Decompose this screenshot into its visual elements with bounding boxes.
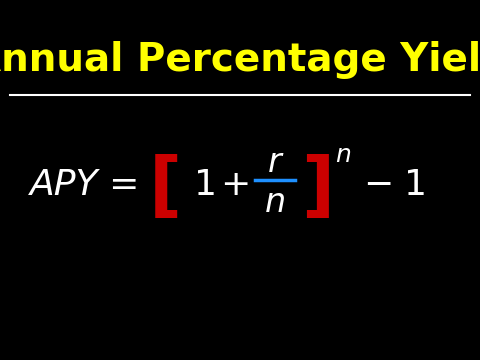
Text: ]: ] xyxy=(301,153,335,222)
Text: Annual Percentage Yield: Annual Percentage Yield xyxy=(0,41,480,79)
Text: n: n xyxy=(335,143,351,167)
Text: −: − xyxy=(363,168,393,202)
Text: n: n xyxy=(264,185,286,219)
Text: 1: 1 xyxy=(404,168,427,202)
Text: [: [ xyxy=(148,153,181,222)
Text: +: + xyxy=(220,168,250,202)
Text: r: r xyxy=(268,147,282,180)
Text: 1: 1 xyxy=(193,168,216,202)
Text: APY =: APY = xyxy=(30,168,152,202)
